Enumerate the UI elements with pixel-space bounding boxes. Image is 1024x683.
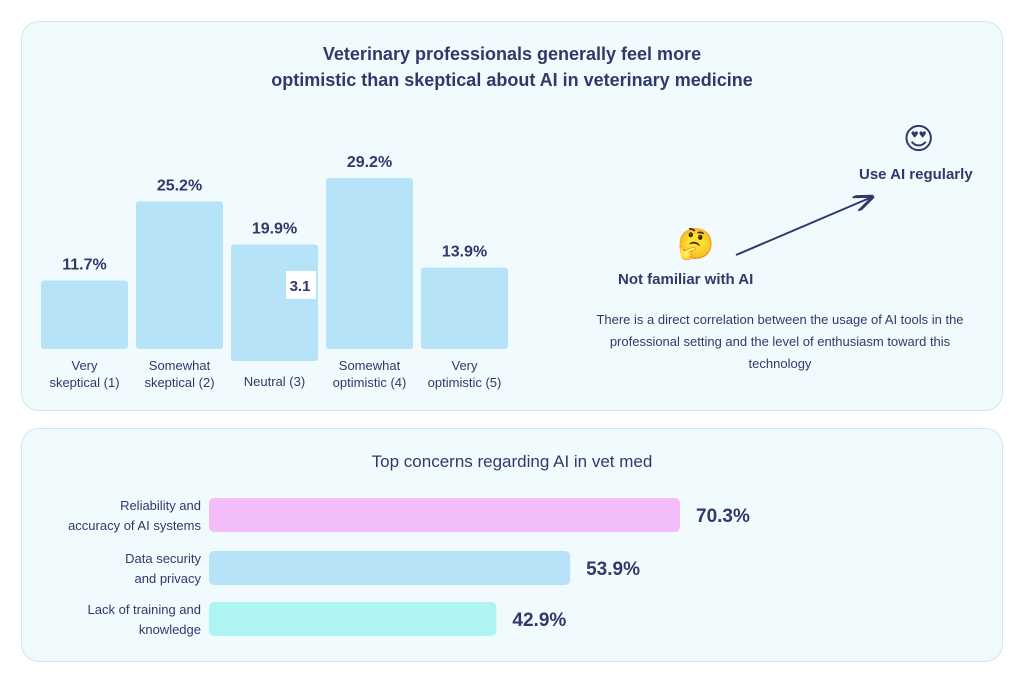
concern-category-label: Reliability and	[120, 498, 201, 513]
concern-bar	[209, 498, 680, 532]
sentiment-value-label: 19.9%	[252, 220, 297, 237]
sentiment-category-label: Somewhat	[339, 358, 401, 373]
sentiment-value-label: 13.9%	[442, 244, 487, 261]
concern-category-label: accuracy of AI systems	[68, 518, 201, 533]
sentiment-category-label: optimistic (4)	[333, 375, 407, 390]
sentiment-category-label: Very	[71, 358, 98, 373]
concern-value-label: 53.9%	[586, 559, 640, 580]
annotation-label: 3.1	[290, 278, 311, 295]
sentiment-bar	[421, 267, 508, 349]
sentiment-category-label: skeptical (2)	[144, 375, 214, 390]
concern-category-label: and privacy	[135, 571, 202, 586]
sentiment-value-label: 11.7%	[62, 256, 106, 273]
concern-category-label: Data security	[125, 551, 201, 566]
heart-eyes-face-icon: 😍	[903, 123, 935, 156]
concerns-card: Top concerns regarding AI in vet med	[21, 428, 1003, 662]
concern-category-label: knowledge	[139, 622, 201, 637]
concerns-title: Top concerns regarding AI in vet med	[371, 452, 653, 471]
sentiment-category-label: Neutral (3)	[244, 374, 305, 389]
concern-value-label: 42.9%	[512, 610, 566, 631]
concern-bar	[209, 602, 497, 636]
use-regularly-label: Use AI regularly	[859, 166, 973, 183]
concern-value-label: 70.3%	[696, 506, 750, 527]
sentiment-category-label: optimistic (5)	[428, 375, 502, 390]
sentiment-category-label: Very	[451, 358, 478, 373]
sentiment-category-label: skeptical (1)	[49, 375, 119, 390]
correlation-note: There is a direct correlation between th…	[596, 312, 964, 371]
thinking-face-icon: 🤔	[677, 228, 715, 261]
annotation-box	[286, 271, 316, 299]
sentiment-value-label: 25.2%	[157, 177, 202, 194]
not-familiar-label: Not familiar with AI	[618, 271, 754, 288]
sentiment-category-label: Somewhat	[149, 358, 211, 373]
chart-title-line1: Veterinary professionals generally feel …	[322, 44, 702, 64]
sentiment-bar	[41, 280, 128, 349]
concern-bar	[209, 551, 571, 585]
sentiment-value-label: 29.2%	[347, 154, 392, 171]
sentiment-bar	[136, 201, 223, 349]
sentiment-bar	[326, 178, 413, 349]
concern-category-label: Lack of training and	[88, 602, 201, 617]
chart-title-line2: optimistic than skeptical about AI in ve…	[271, 70, 753, 90]
